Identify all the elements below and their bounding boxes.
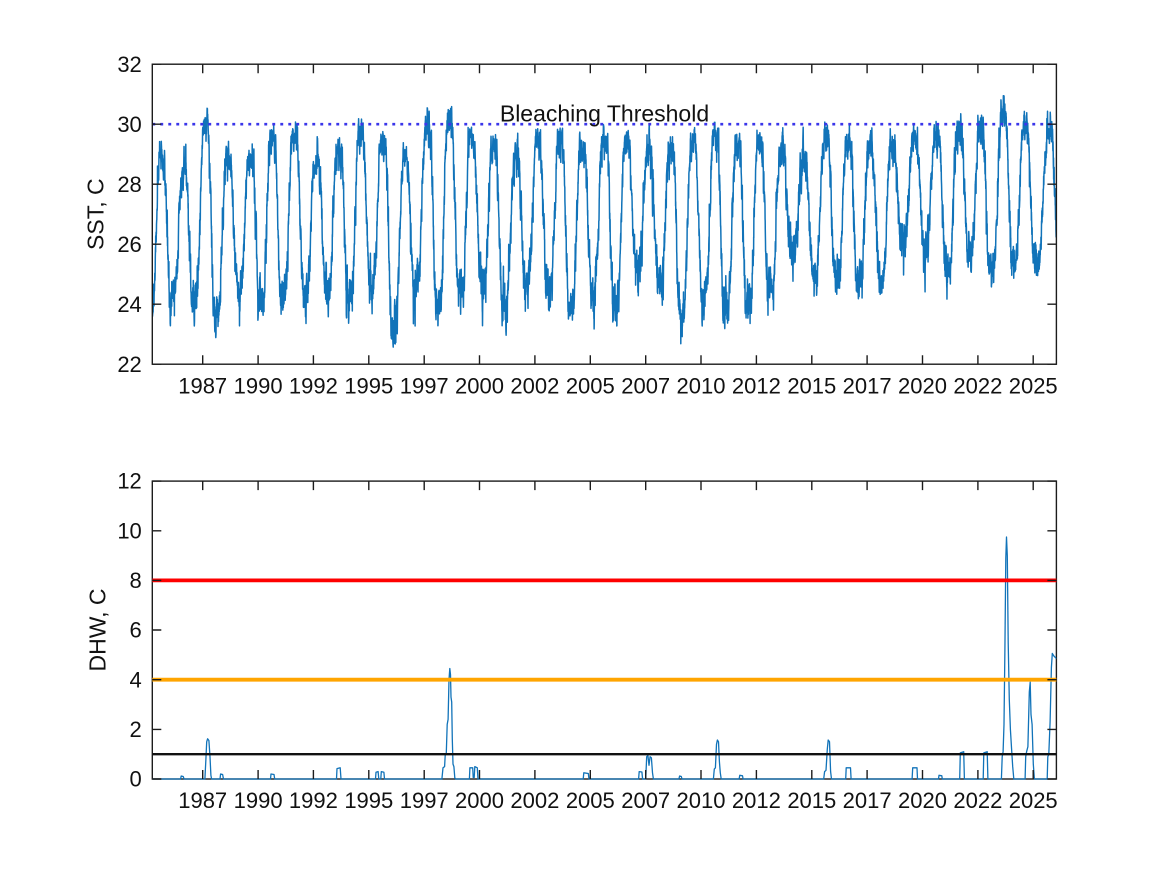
svg-text:2000: 2000 (455, 373, 504, 398)
svg-text:1987: 1987 (178, 373, 227, 398)
svg-text:2: 2 (130, 717, 142, 742)
svg-text:28: 28 (117, 172, 141, 197)
svg-text:2022: 2022 (953, 373, 1002, 398)
svg-text:2020: 2020 (898, 373, 947, 398)
svg-text:1992: 1992 (289, 788, 338, 813)
svg-text:1990: 1990 (234, 373, 283, 398)
svg-text:1992: 1992 (289, 373, 338, 398)
svg-text:4: 4 (130, 667, 142, 692)
svg-text:12: 12 (117, 469, 141, 494)
svg-text:32: 32 (117, 52, 141, 77)
svg-text:6: 6 (130, 618, 142, 643)
svg-text:1995: 1995 (344, 788, 393, 813)
svg-text:DHW, C: DHW, C (85, 588, 111, 671)
svg-text:2025: 2025 (1009, 788, 1058, 813)
svg-text:1987: 1987 (178, 788, 227, 813)
svg-text:1995: 1995 (344, 373, 393, 398)
svg-text:22: 22 (117, 352, 141, 377)
svg-text:2005: 2005 (566, 788, 615, 813)
svg-text:0: 0 (130, 767, 142, 792)
svg-text:2002: 2002 (510, 373, 559, 398)
svg-text:2017: 2017 (843, 788, 892, 813)
svg-text:2012: 2012 (732, 788, 781, 813)
svg-text:10: 10 (117, 518, 141, 543)
svg-text:26: 26 (117, 232, 141, 257)
svg-text:2017: 2017 (843, 373, 892, 398)
svg-text:2005: 2005 (566, 373, 615, 398)
svg-text:2000: 2000 (455, 788, 504, 813)
svg-text:1997: 1997 (400, 373, 449, 398)
svg-text:2010: 2010 (677, 373, 726, 398)
svg-text:2022: 2022 (953, 788, 1002, 813)
svg-text:1997: 1997 (400, 788, 449, 813)
svg-text:2012: 2012 (732, 373, 781, 398)
svg-text:2015: 2015 (787, 373, 836, 398)
svg-text:2010: 2010 (677, 788, 726, 813)
svg-text:24: 24 (117, 292, 141, 317)
svg-text:2015: 2015 (787, 788, 836, 813)
svg-text:8: 8 (130, 568, 142, 593)
svg-text:1990: 1990 (234, 788, 283, 813)
svg-text:2020: 2020 (898, 788, 947, 813)
svg-text:2007: 2007 (621, 373, 670, 398)
svg-text:2025: 2025 (1009, 373, 1058, 398)
svg-text:SST, C: SST, C (83, 178, 109, 250)
svg-text:30: 30 (117, 112, 141, 137)
svg-text:Bleaching Threshold: Bleaching Threshold (500, 100, 709, 126)
svg-text:2002: 2002 (510, 788, 559, 813)
svg-text:2007: 2007 (621, 788, 670, 813)
